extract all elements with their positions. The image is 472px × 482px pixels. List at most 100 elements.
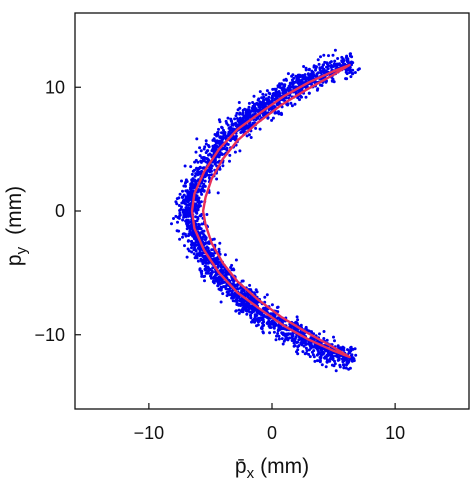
scatter-point: [356, 68, 360, 72]
scatter-point: [237, 311, 241, 315]
scatter-point: [223, 131, 227, 134]
scatter-point: [307, 91, 311, 95]
scatter-point: [276, 85, 280, 89]
scatter-point: [247, 101, 251, 105]
scatter-point: [350, 60, 353, 64]
scatter-point: [322, 53, 326, 57]
scatter-point: [172, 217, 175, 220]
scatter-point: [301, 350, 305, 354]
scatter-point: [296, 318, 300, 322]
scatter-point: [195, 137, 199, 141]
scatter-point: [299, 342, 303, 345]
scatter-point: [245, 305, 249, 309]
scatter-point: [277, 112, 281, 116]
scatter-point: [326, 354, 329, 358]
scatter-point: [317, 62, 321, 66]
scatter-point: [348, 71, 352, 74]
scatter-point: [209, 254, 213, 258]
scatter-point: [226, 143, 230, 146]
scatter-point: [257, 97, 261, 101]
scatter-point: [199, 149, 203, 153]
scatter-point: [182, 215, 186, 219]
scatter-point: [322, 63, 325, 67]
scatter-point: [234, 121, 238, 125]
scatter-point: [203, 184, 207, 188]
scatter-point: [274, 322, 277, 326]
scatter-point: [307, 67, 311, 71]
x-axis-label: p̄x (mm): [235, 455, 309, 482]
scatter-point: [251, 309, 255, 313]
scatter-point: [315, 347, 319, 351]
scatter-point: [261, 105, 265, 109]
scatter-point: [288, 87, 292, 91]
scatter-point: [333, 362, 337, 366]
scatter-point: [284, 332, 288, 336]
scatter-point: [249, 316, 253, 320]
scatter-point: [193, 246, 196, 250]
scatter-point: [340, 55, 344, 59]
scatter-point: [352, 357, 356, 361]
scatter-point: [327, 54, 330, 58]
scatter-point: [293, 80, 297, 84]
scatter-point: [328, 61, 332, 65]
scatter-point: [296, 81, 300, 85]
scatter-point: [234, 309, 238, 313]
scatter-point: [325, 62, 329, 66]
scatter-point: [170, 222, 173, 226]
x-axis-label-main: p̄: [235, 455, 247, 478]
scatter-point: [202, 147, 206, 151]
scatter-point: [248, 310, 252, 314]
scatter-points: [170, 48, 361, 373]
scatter-point: [202, 189, 206, 193]
scatter-point: [222, 285, 226, 289]
scatter-point: [293, 344, 297, 348]
x-axis-ticks: −10 0 10: [134, 403, 405, 443]
scatter-point: [221, 269, 225, 273]
scatter-point: [271, 87, 275, 91]
x-axis-label-unit: (mm): [260, 455, 309, 478]
scatter-point: [316, 87, 320, 91]
scatter-point: [235, 293, 239, 297]
scatter-point: [211, 148, 215, 152]
scatter-point: [230, 296, 234, 300]
scatter-point: [345, 363, 348, 367]
scatter-point: [275, 306, 279, 309]
scatter-point: [286, 102, 290, 106]
scatter-point: [325, 360, 329, 364]
scatter-point: [313, 359, 317, 363]
scatter-point: [267, 95, 271, 99]
scatter-point: [290, 104, 294, 108]
scatter-point: [273, 111, 277, 115]
scatter-point: [272, 330, 276, 334]
scatter-point: [175, 229, 179, 233]
scatter-point: [351, 68, 355, 72]
scatter-point: [177, 204, 181, 207]
scatter-point: [204, 142, 208, 146]
scatter-point: [324, 70, 328, 74]
scatter-point: [198, 146, 202, 150]
scatter-point: [261, 324, 265, 328]
scatter-point: [280, 318, 284, 322]
scatter-point: [305, 349, 309, 353]
scatter-point: [182, 199, 186, 203]
scatter-point: [227, 130, 231, 134]
scatter-point: [207, 153, 210, 157]
scatter-point: [248, 283, 252, 287]
scatter-point: [247, 133, 251, 137]
scatter-point: [260, 317, 264, 321]
scatter-point: [207, 176, 211, 180]
scatter-point: [208, 268, 212, 271]
scatter-point: [293, 339, 297, 343]
scatter-point: [198, 204, 202, 208]
y-tick-label: −10: [34, 325, 65, 345]
scatter-point: [215, 257, 219, 261]
scatter-point: [346, 57, 350, 61]
scatter-point: [347, 351, 351, 355]
scatter-point: [203, 264, 207, 268]
scatter-point: [332, 335, 335, 339]
scatter-point: [191, 230, 195, 234]
scatter-point: [303, 352, 307, 356]
scatter-point: [317, 350, 321, 354]
scatter-point: [214, 161, 218, 165]
scatter-point: [213, 260, 217, 264]
